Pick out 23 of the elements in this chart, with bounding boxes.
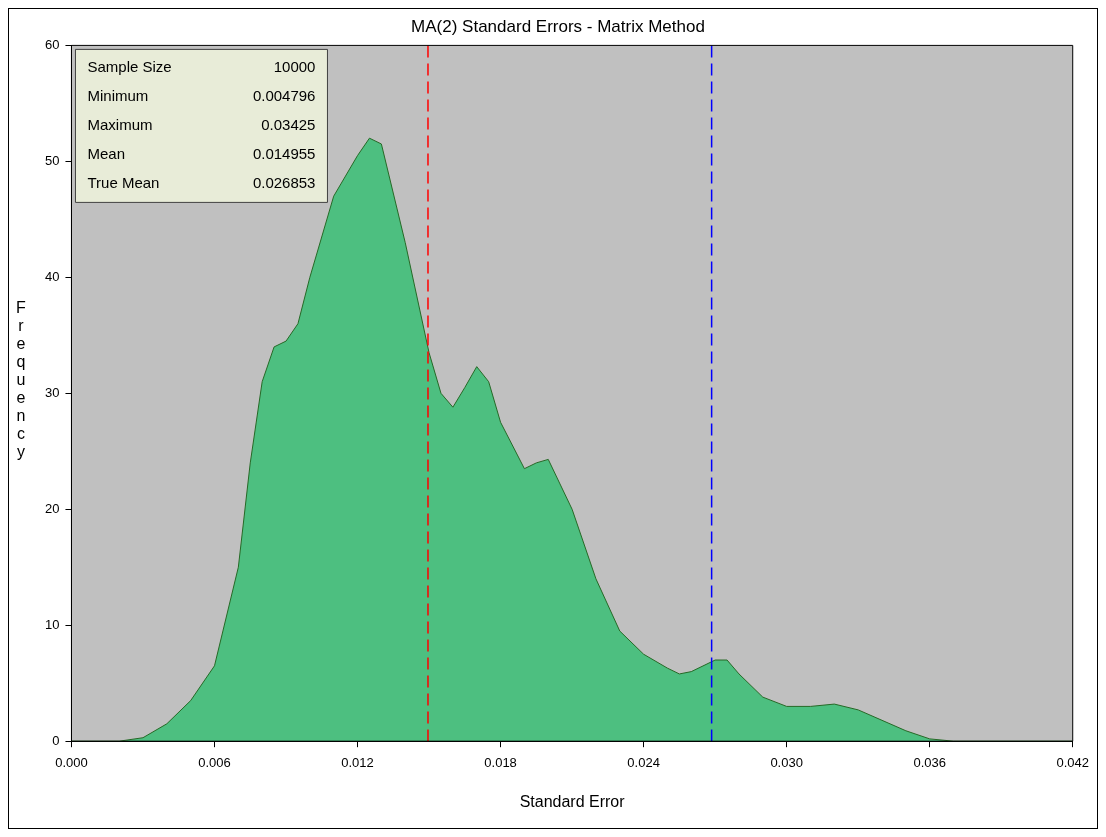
text: Mean 0.014955 xyxy=(87,144,316,162)
y-tick-label: 10 xyxy=(44,616,60,632)
chart-title: MA(2) Standard Errors - Matrix Method xyxy=(411,16,705,36)
x-tick-label: 0.030 xyxy=(770,754,803,770)
y-tick-label: 60 xyxy=(44,36,60,52)
text: Maximum 0.03425 xyxy=(87,115,316,133)
y-tick-label: 40 xyxy=(44,268,60,284)
y-tick-label: 50 xyxy=(44,152,60,168)
x-tick-label: 0.024 xyxy=(627,754,660,770)
x-tick-label: 0.000 xyxy=(55,754,88,770)
text: Frequency xyxy=(16,299,26,460)
x-tick-label: 0.012 xyxy=(341,754,374,770)
x-tick-label: 0.042 xyxy=(1056,754,1090,770)
text: Minimum 0.004796 xyxy=(87,86,316,104)
y-tick-label: 0 xyxy=(52,732,60,748)
y-tick-label: 30 xyxy=(44,384,60,400)
x-tick-label: 0.036 xyxy=(913,754,946,770)
text: Sample Size 10000 xyxy=(87,57,316,75)
x-axis-title: Standard Error xyxy=(519,792,626,810)
x-tick-label: 0.006 xyxy=(198,754,231,770)
text: True Mean 0.026853 xyxy=(87,173,316,191)
y-tick-label: 20 xyxy=(44,500,60,516)
x-tick-label: 0.018 xyxy=(484,754,517,770)
